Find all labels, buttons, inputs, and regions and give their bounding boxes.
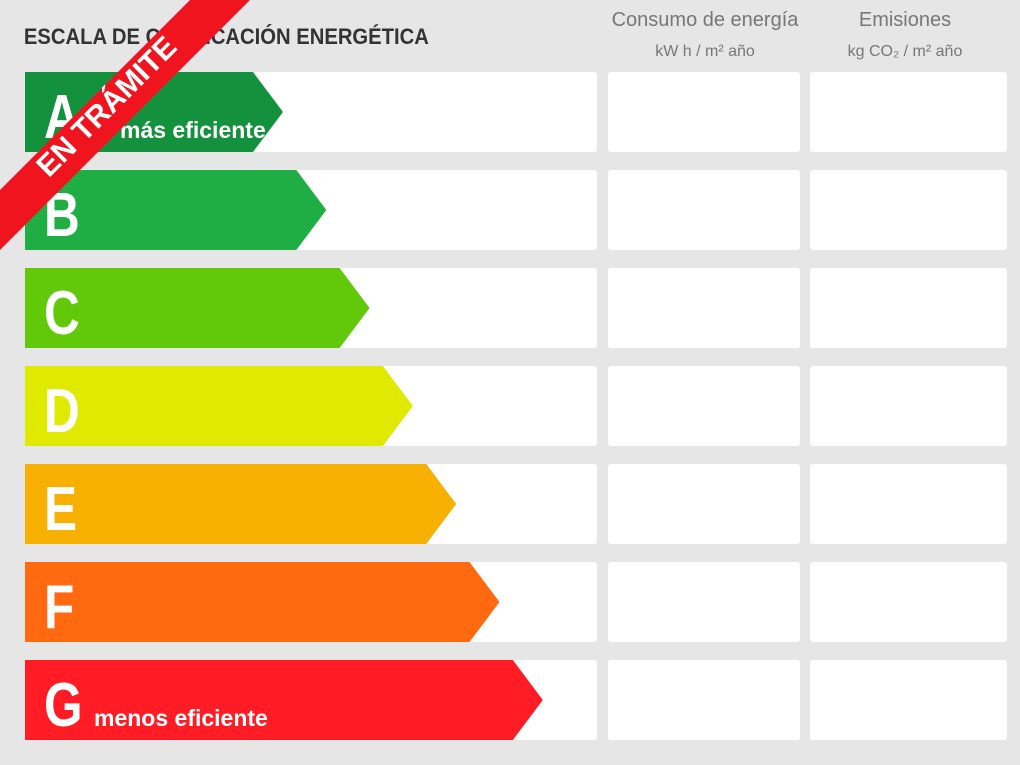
value-cell [608, 170, 800, 250]
title: ESCALA DE CALIFICACIÓN ENERGÉTICA [24, 24, 429, 49]
column-title: Emisiones [859, 9, 951, 31]
value-cell [810, 562, 1007, 642]
value-cell [608, 464, 800, 544]
class-arrow [25, 268, 370, 348]
class-arrow [25, 562, 500, 642]
value-cell [608, 562, 800, 642]
column-unit: kW h / m² año [655, 43, 755, 60]
class-arrow [25, 366, 413, 446]
class-letter-group: D [44, 376, 80, 446]
value-cell [608, 366, 800, 446]
class-letter: F [44, 572, 74, 642]
class-letter-group: F [44, 572, 74, 642]
class-letter-group: C [44, 278, 80, 348]
value-cell [810, 366, 1007, 446]
value-cell [810, 72, 1007, 152]
class-letter-group: E [44, 474, 77, 544]
class-letter-group: G [44, 670, 83, 740]
class-letter: G [44, 670, 83, 740]
column-unit: kg CO₂ / m² año [848, 43, 963, 60]
value-cell [810, 464, 1007, 544]
value-cell [810, 170, 1007, 250]
class-arrow [25, 170, 327, 250]
value-cell [608, 268, 800, 348]
class-letter: D [44, 376, 80, 446]
column-title: Consumo de energía [612, 9, 800, 31]
stamp-ribbon [0, 0, 250, 250]
class-note: menos eficiente [94, 705, 268, 731]
value-cell [810, 268, 1007, 348]
class-arrow [25, 464, 457, 544]
value-cell [608, 660, 800, 740]
class-arrow [25, 660, 543, 740]
class-letter: C [44, 278, 80, 348]
value-cell [810, 660, 1007, 740]
class-letter: E [44, 474, 77, 544]
value-cell [608, 72, 800, 152]
class-note: más eficiente [120, 117, 266, 143]
